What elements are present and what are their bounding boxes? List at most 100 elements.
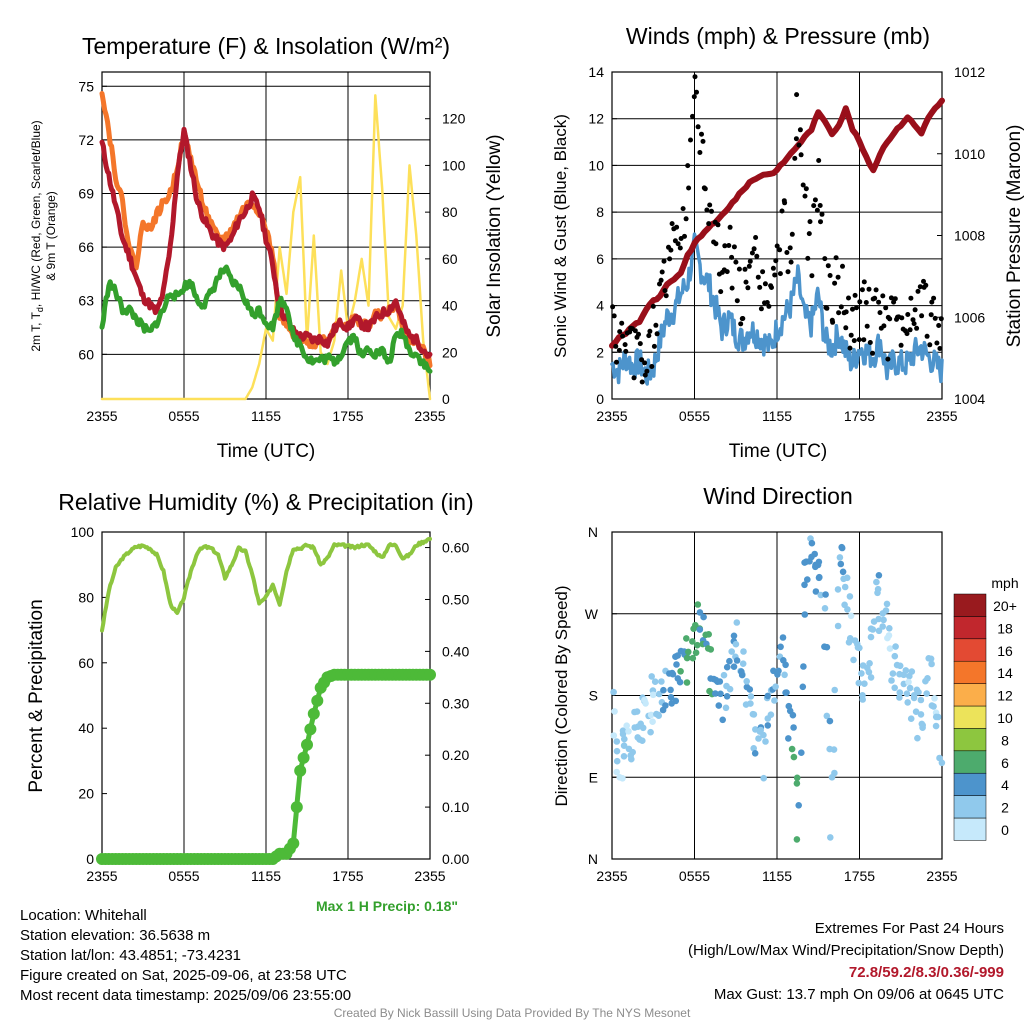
gust-dot [627,329,633,335]
temperature-ylabel-b: , HI/WC (Red, Green, Scarlet/Blue) [29,120,43,307]
direction-dot [613,738,621,745]
direction-dot [760,731,767,739]
legend-swatch [953,705,987,729]
station-latlon: Station lat/lon: 43.4851; -73.4231 [20,947,242,964]
direction-dot [919,721,926,729]
rh-ytick-label: 100 [71,524,95,540]
winds-panel: Winds (mph) & Pressure (mb) Time (UTC) S… [551,23,1024,462]
gust-dot [814,207,820,213]
series-line-0 [99,126,433,359]
gust-dot [642,360,648,366]
direction-dot [859,696,866,703]
legend-label: 0 [1001,822,1009,838]
gust-dot [887,316,893,322]
gust-dot [830,319,836,325]
gust-dot [881,323,887,329]
gust-dot [908,295,914,301]
temp-xtick-label: 0555 [168,408,199,424]
direction-dot [817,591,825,599]
gust-dot [653,322,659,328]
dir-xtick-label: 2355 [596,868,627,884]
direction-dot [677,668,684,675]
gust-dot [782,200,788,206]
station-info: Location: Whitehall Station elevation: 3… [20,906,351,1006]
direction-dot [850,656,857,664]
dir-xtick-label: 1155 [762,868,792,884]
temp-ytick-label: 75 [78,78,94,94]
insolation-ytick-right-label: 0 [442,391,450,407]
gust-dot [867,340,873,345]
gust-dot [668,247,674,253]
gust-dot [727,224,733,230]
direction-dot [651,678,659,685]
direction-dot [827,834,834,841]
precip-dot [290,801,303,814]
direction-dot [649,718,656,725]
gust-dot [870,350,875,356]
gust-dot [649,364,655,369]
gust-dot [851,338,857,344]
direction-dot [781,671,788,679]
gust-dot [685,163,691,169]
direction-dot [875,572,883,579]
precip-dot [294,764,307,777]
direction-dot [934,713,942,721]
gust-dot [876,299,882,305]
precip-dot [307,707,320,720]
gust-dot [764,300,770,305]
gust-dot [819,211,825,217]
rh-xtick-label: 0555 [168,868,199,884]
direction-dot [917,696,925,704]
winds-ylabel-right: Station Pressure (Maroon) [1004,125,1024,348]
direction-dot [847,612,855,620]
wind-ytick-label: 12 [588,111,604,127]
temp-xtick-label: 1755 [332,408,363,424]
gust-dot [785,269,791,275]
gust-dot [796,142,802,148]
gust-dot [682,233,687,239]
direction-dot [858,670,865,677]
direction-dot [712,690,719,697]
legend-swatch [953,593,987,617]
direction-dot [750,711,758,718]
gust-dot [817,203,823,208]
wind-xtick-label: 0555 [679,408,710,424]
direction-dot [801,611,809,618]
direction-dot [904,699,911,706]
humidity-panel: Relative Humidity (%) & Precipitation (i… [26,489,474,914]
wind-direction-title: Wind Direction [703,483,853,509]
precip-ytick-right-label: 0.20 [442,747,469,763]
direction-dot [790,753,798,761]
gust-dot [840,263,845,269]
gust-dot [792,155,798,161]
direction-dot [814,561,822,569]
rh-line [100,536,432,633]
station-location: Location: Whitehall [20,907,147,924]
pressure-ytick-right-label: 1010 [954,146,985,162]
legend-label: 18 [997,620,1013,636]
gust-dot [838,304,844,310]
gust-dot [934,340,940,346]
direction-dot [696,626,704,633]
direction-dot [883,600,891,608]
gust-dot [662,288,668,294]
direction-dot [613,768,620,776]
gust-dot [688,137,693,143]
direction-dot [728,648,735,655]
direction-dot [696,609,704,616]
direction-dot [655,712,662,719]
gust-dot [912,307,918,313]
gust-dot [803,186,809,192]
direction-dot [639,724,647,732]
gust-dot [697,150,703,155]
gust-dot [718,289,724,295]
gust-dot [805,255,811,261]
precip-ytick-right-label: 0.00 [442,851,469,867]
gust-dot [709,208,714,214]
precip-dot [297,751,310,764]
direction-dot [750,745,757,752]
direction-dot [620,753,628,760]
direction-dot [888,677,895,684]
direction-dot [938,759,946,767]
gust-dot [777,247,783,253]
